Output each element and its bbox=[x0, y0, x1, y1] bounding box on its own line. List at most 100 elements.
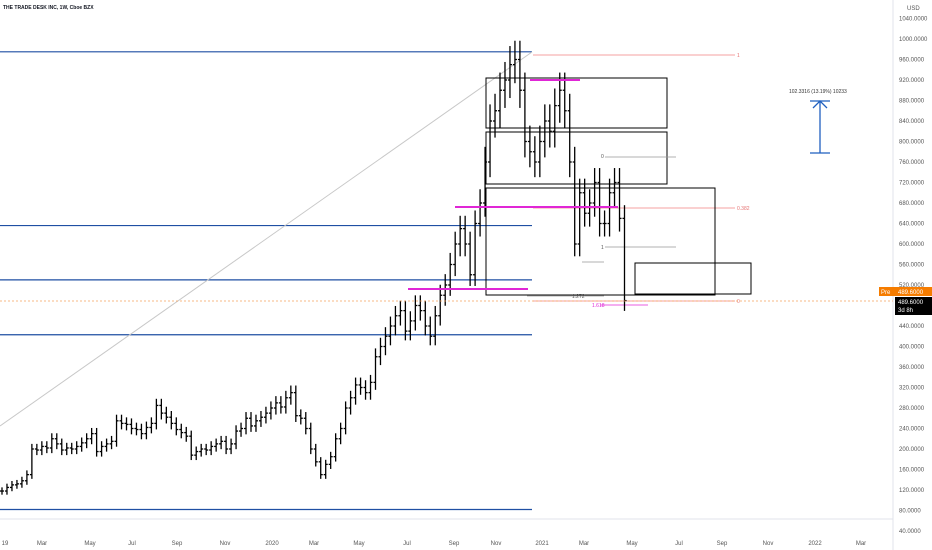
ohlc-bar bbox=[388, 316, 393, 346]
zone-rect-1[interactable] bbox=[485, 77, 668, 129]
ohlc-bar bbox=[333, 433, 338, 462]
ohlc-bar bbox=[124, 417, 129, 431]
ohlc-bar bbox=[9, 481, 14, 492]
ohlc-bar bbox=[348, 390, 353, 415]
last-price-value: 489.6000 bbox=[898, 300, 924, 306]
time-tick-label: Sep bbox=[172, 541, 183, 547]
price-tick-label: 40.0000 bbox=[899, 529, 921, 535]
ohlc-bar bbox=[79, 437, 84, 452]
time-tick-label: 2022 bbox=[808, 541, 822, 547]
ohlc-bar bbox=[19, 476, 24, 488]
pre-market-badge: Pre 489.6000 bbox=[879, 287, 932, 296]
ohlc-bar bbox=[114, 414, 119, 447]
time-tick-label: Mar bbox=[579, 541, 589, 547]
ohlc-bar bbox=[258, 410, 263, 427]
ohlc-bar bbox=[507, 46, 512, 99]
magenta-levels[interactable] bbox=[408, 79, 618, 290]
ohlc-bar bbox=[512, 40, 517, 84]
price-tick-label: 80.0000 bbox=[899, 509, 921, 515]
countdown-label: 3d 8h bbox=[898, 308, 913, 314]
small-fib-1-label: 1 bbox=[601, 245, 604, 251]
ohlc-bar bbox=[224, 435, 229, 455]
price-tick-label: 920.0000 bbox=[899, 78, 925, 84]
ohlc-bar bbox=[244, 412, 249, 435]
zone-rect-3[interactable] bbox=[485, 187, 716, 296]
price-tick-label: 800.0000 bbox=[899, 140, 925, 146]
zone-rect-2[interactable] bbox=[485, 131, 668, 185]
ohlc-bar bbox=[363, 380, 368, 400]
ohlc-bar bbox=[577, 178, 582, 257]
time-tick-label: Jul bbox=[675, 541, 683, 547]
ohlc-bar bbox=[49, 433, 54, 454]
price-tick-label: 360.0000 bbox=[899, 365, 925, 371]
price-tick-label: 600.0000 bbox=[899, 242, 925, 248]
measure-label: 102.3316 (13.19%) 10233 bbox=[789, 89, 847, 95]
price-bars bbox=[0, 40, 627, 495]
small-fib[interactable]: 0 1 1.272 1.618 bbox=[527, 154, 676, 309]
ohlc-bar bbox=[582, 178, 587, 227]
time-tick-label: Nov bbox=[491, 541, 502, 547]
ohlc-bar bbox=[552, 88, 557, 148]
ohlc-bar bbox=[64, 442, 69, 456]
ohlc-bar bbox=[488, 104, 493, 178]
ohlc-bar bbox=[24, 470, 29, 485]
price-tick-label: 720.0000 bbox=[899, 181, 925, 187]
ohlc-bar bbox=[567, 93, 572, 178]
ohlc-bar bbox=[59, 438, 64, 456]
fib-zero-label: 0 bbox=[737, 299, 740, 305]
ohlc-bar bbox=[204, 443, 209, 456]
price-tick-label: 280.0000 bbox=[899, 406, 925, 412]
price-tick-label: 400.0000 bbox=[899, 345, 925, 351]
time-tick-label: Nov bbox=[220, 541, 231, 547]
ohlc-bar bbox=[323, 459, 328, 479]
ohlc-bar bbox=[199, 443, 204, 457]
ohlc-bar bbox=[44, 441, 49, 454]
ohlc-bar bbox=[438, 284, 443, 326]
ohlc-bar bbox=[343, 401, 348, 435]
ohlc-bar bbox=[164, 406, 169, 424]
ohlc-bar bbox=[328, 451, 333, 469]
ohlc-bar bbox=[562, 72, 567, 128]
zone-rectangles[interactable] bbox=[485, 77, 752, 296]
ohlc-bar bbox=[239, 422, 244, 437]
ohlc-bar bbox=[527, 125, 532, 168]
ohlc-bar bbox=[393, 305, 398, 336]
ohlc-bar bbox=[612, 168, 617, 207]
fib-retracement[interactable]: 1 0.382 0 bbox=[533, 53, 750, 305]
time-tick-label: Sep bbox=[717, 541, 728, 547]
ohlc-bar bbox=[84, 433, 89, 449]
pre-value-bg bbox=[895, 287, 932, 296]
ohlc-bar bbox=[453, 231, 458, 277]
ohlc-bar bbox=[378, 337, 383, 366]
ohlc-bar bbox=[398, 300, 403, 326]
ohlc-bar bbox=[214, 438, 219, 452]
time-tick-label: 19 bbox=[2, 541, 9, 547]
ohlc-bar bbox=[14, 479, 19, 489]
pre-label: Pre bbox=[881, 290, 891, 296]
ohlc-bar bbox=[622, 205, 627, 311]
ohlc-bar bbox=[597, 168, 602, 237]
ohlc-bar bbox=[249, 412, 253, 432]
zone-rect-4[interactable] bbox=[634, 262, 752, 295]
ohlc-bar bbox=[338, 422, 343, 445]
ohlc-bar bbox=[89, 427, 94, 445]
ohlc-bar bbox=[532, 136, 537, 178]
ohlc-bar bbox=[288, 385, 293, 405]
ohlc-bar bbox=[234, 425, 239, 450]
pre-badge-bg bbox=[879, 287, 895, 296]
ohlc-bar bbox=[94, 427, 99, 457]
time-tick-label: Nov bbox=[763, 541, 774, 547]
time-tick-label: 2021 bbox=[535, 541, 549, 547]
price-range-measure[interactable]: 102.3316 (13.19%) 10233 bbox=[789, 89, 847, 154]
ohlc-bar bbox=[572, 146, 577, 257]
ohlc-bar bbox=[318, 457, 323, 479]
long-trend-line[interactable] bbox=[0, 51, 533, 427]
ohlc-bar bbox=[278, 396, 283, 414]
currency-label: USD bbox=[907, 6, 920, 12]
ohlc-bar bbox=[433, 305, 438, 346]
time-tick-label: Mar bbox=[856, 541, 866, 547]
last-badge-bg bbox=[895, 297, 932, 315]
price-tick-label: 120.0000 bbox=[899, 488, 925, 494]
ohlc-bar bbox=[408, 311, 413, 341]
